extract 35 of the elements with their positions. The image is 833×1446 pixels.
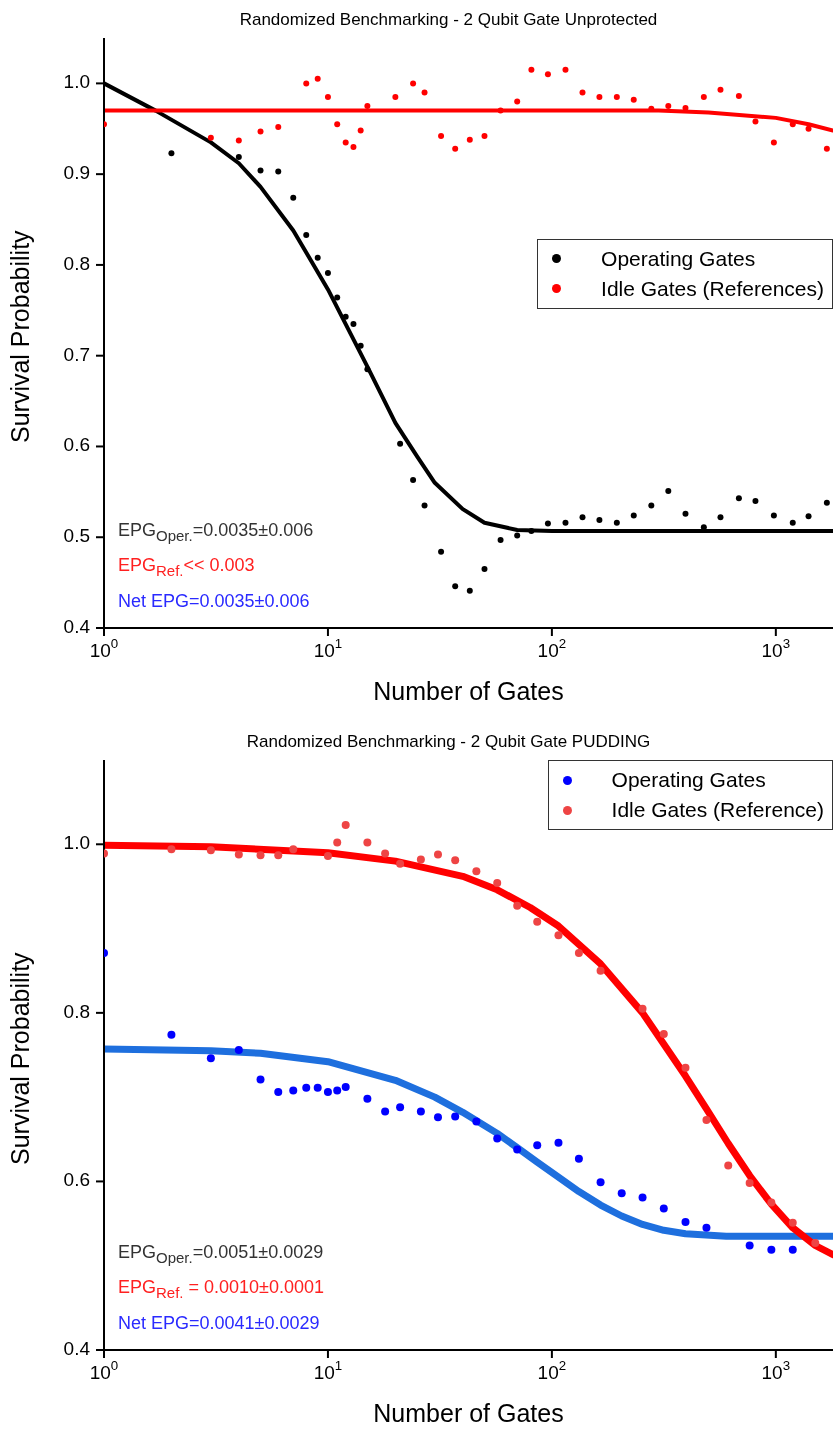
y-tick-label: 1.0 bbox=[63, 832, 90, 854]
annotation: EPG$_{Ref.}$ = 0.0010±0.0001 bbox=[118, 1276, 325, 1303]
annotation: EPG$_{Ref.}$<< 0.003 bbox=[118, 554, 256, 581]
x-tick-label: 10$^{2}$ bbox=[537, 1358, 567, 1384]
y-tick-label: 0.8 bbox=[63, 252, 90, 274]
x-axis-title: Number of Gates bbox=[373, 1399, 564, 1427]
y-axis-title: Survival Probability bbox=[5, 951, 34, 1165]
y-tick-label: 0.6 bbox=[63, 1169, 90, 1191]
y-tick-label: 1.0 bbox=[63, 71, 90, 93]
legend-label: Operating Gates bbox=[611, 767, 766, 793]
x-tick-label: 10$^{0}$ bbox=[89, 636, 119, 662]
annotation: EPG$_{Oper.}$=0.0035±0.006 bbox=[118, 518, 314, 546]
y-tick-label: 0.5 bbox=[63, 525, 90, 547]
legend-label: Idle Gates (References) bbox=[601, 275, 824, 302]
annotation: EPG$_{Oper.}$=0.0051±0.0029 bbox=[118, 1240, 325, 1268]
y-axis-title: Survival Probability bbox=[5, 229, 34, 443]
chart-title: Randomized Benchmarking - 2 Qubit Gate Unprotected bbox=[238, 9, 659, 31]
x-axis-title: Number of Gates bbox=[373, 677, 564, 705]
y-tick-label: 0.9 bbox=[63, 162, 90, 184]
x-tick-label: 10$^{0}$ bbox=[89, 1358, 119, 1384]
y-tick-label: 0.7 bbox=[63, 343, 90, 365]
x-tick-label: 10$^{3}$ bbox=[761, 636, 791, 662]
legend-label: Operating Gates bbox=[601, 245, 756, 272]
y-tick-label: 0.4 bbox=[63, 1338, 91, 1360]
x-tick-label: 10$^{1}$ bbox=[313, 636, 343, 662]
x-tick-label: 10$^{1}$ bbox=[313, 1358, 343, 1384]
annotation: Net EPG=0.0035±0.006 bbox=[118, 590, 311, 613]
y-tick-label: 0.8 bbox=[63, 1000, 90, 1022]
x-tick-label: 10$^{3}$ bbox=[761, 1358, 791, 1384]
y-tick-label: 0.6 bbox=[63, 434, 90, 456]
chart-title: Randomized Benchmarking - 2 Qubit Gate PUDDING bbox=[245, 731, 652, 753]
legend-label: Idle Gates (Reference) bbox=[611, 797, 824, 823]
y-tick-label: 0.4 bbox=[63, 616, 91, 638]
annotation: Net EPG=0.0041±0.0029 bbox=[118, 1312, 321, 1335]
x-tick-label: 10$^{2}$ bbox=[537, 636, 567, 662]
